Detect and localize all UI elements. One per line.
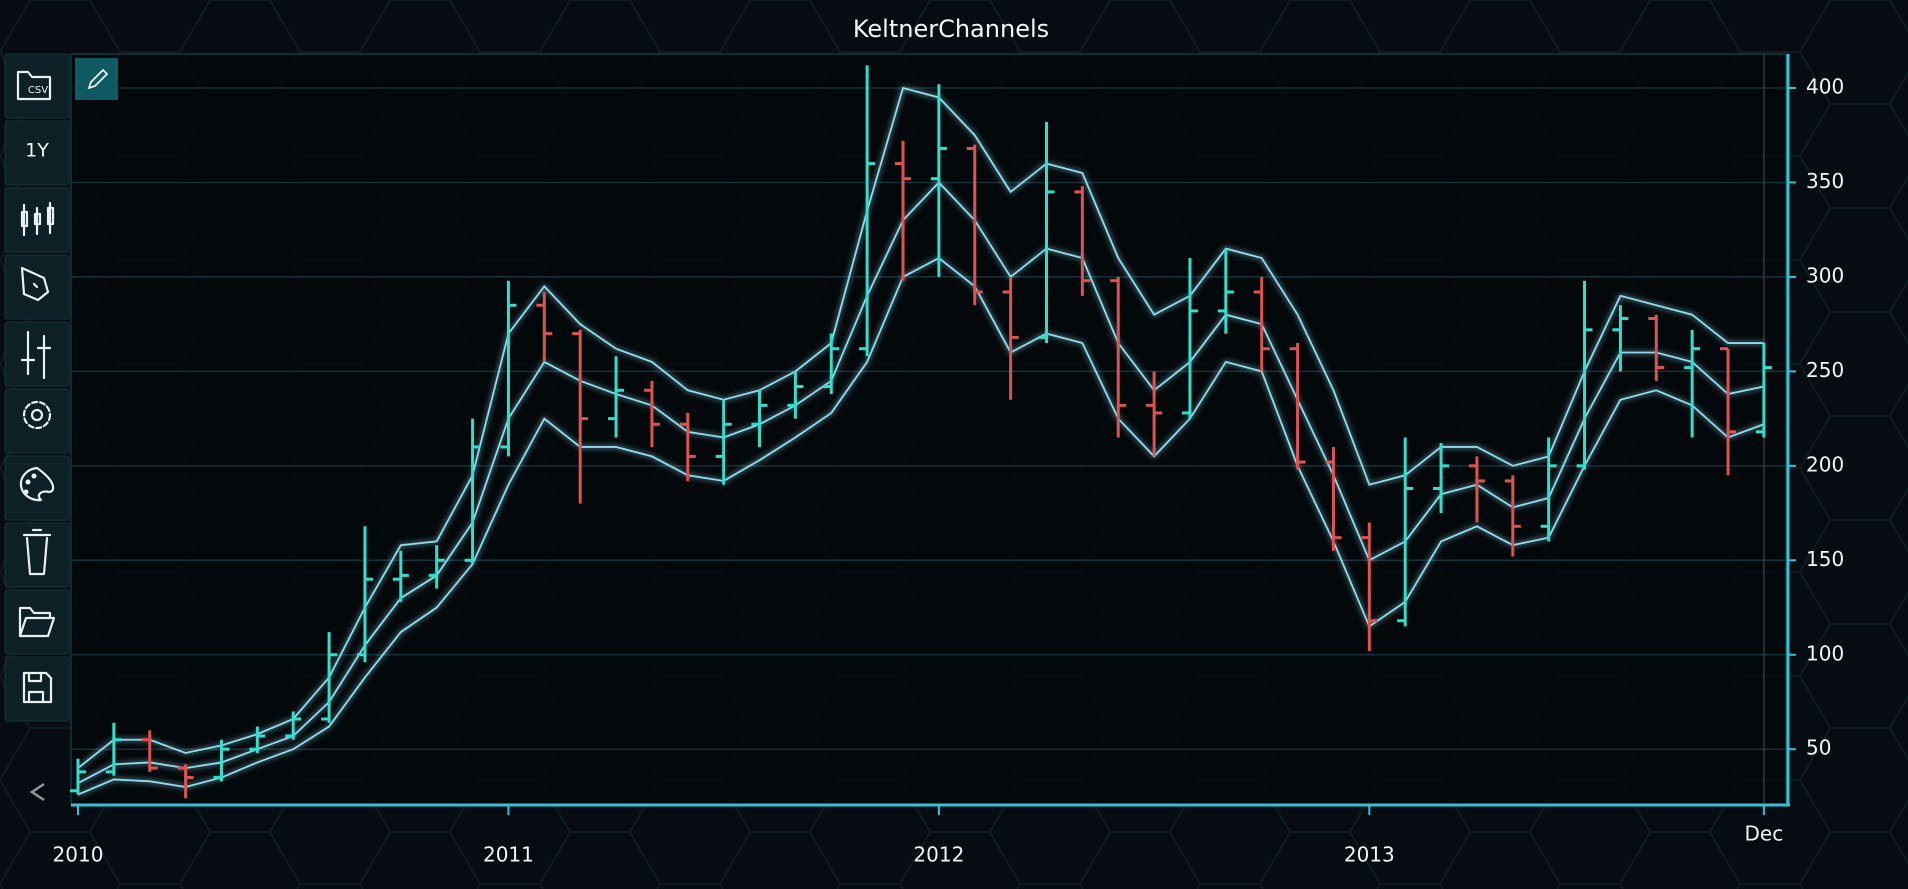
range-button[interactable]: 1Y: [4, 120, 70, 186]
keltner-lower: [77, 256, 1765, 796]
y-tick-label: 50: [1806, 736, 1831, 760]
x-tick-label: Dec: [1745, 822, 1784, 846]
y-tick-label: 250: [1806, 358, 1844, 382]
csv-button[interactable]: CSV: [4, 53, 70, 119]
measure-button[interactable]: [4, 321, 70, 387]
chart-type-button[interactable]: [4, 187, 70, 253]
keltner-upper: [77, 86, 1764, 769]
y-tick-label: 400: [1806, 75, 1844, 99]
clear-button[interactable]: [4, 522, 70, 588]
y-tick-label: 150: [1806, 547, 1844, 571]
plot: [70, 54, 1786, 804]
chart-title: KeltnerChannels: [853, 15, 1049, 43]
y-tick-label: 100: [1806, 641, 1844, 665]
open-button[interactable]: [4, 589, 70, 655]
edit-button[interactable]: [75, 58, 118, 100]
plot-area: [70, 53, 1787, 805]
range-label: 1Y: [25, 140, 49, 162]
collapse-toggle[interactable]: [29, 782, 45, 802]
theme-button[interactable]: [4, 455, 70, 521]
toolbar: CSV 1Y: [4, 53, 118, 802]
x-tick-label: 2010: [53, 843, 104, 867]
x-tick-label: 2012: [913, 843, 964, 867]
save-button[interactable]: [4, 656, 70, 722]
y-tick-label: 300: [1806, 263, 1844, 287]
x-tick-label: 2011: [483, 843, 534, 867]
settings-button[interactable]: [4, 388, 70, 454]
x-tick-label: 2013: [1344, 843, 1395, 867]
draw-button[interactable]: [4, 254, 70, 320]
y-tick-label: 200: [1806, 452, 1844, 476]
csv-label: CSV: [28, 85, 48, 96]
y-tick-label: 350: [1806, 169, 1844, 193]
